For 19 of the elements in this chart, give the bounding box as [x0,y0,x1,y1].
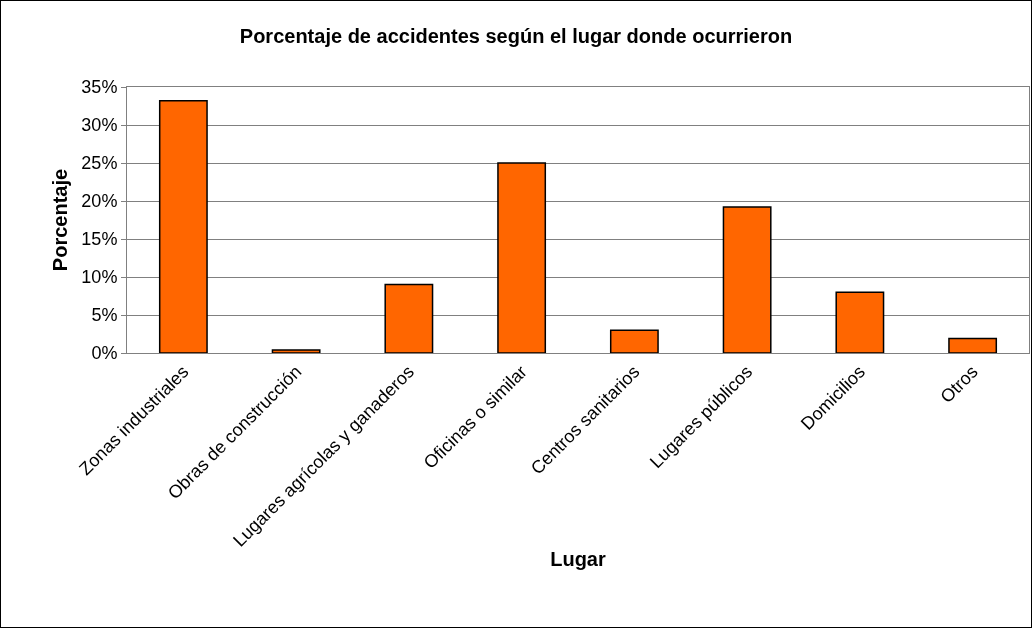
bar [609,329,659,353]
bar [271,349,321,353]
bar [158,99,208,353]
y-tick-label: 20% [81,191,118,212]
y-tick-label: 15% [81,229,118,250]
y-tick-label: 30% [81,115,118,136]
y-axis-title: Porcentaje [48,168,71,272]
y-tick-label: 0% [91,343,118,364]
y-tick-label: 5% [91,305,118,326]
y-tick-label: 25% [81,153,118,174]
chart-title: Porcentaje de accidentes según el lugar donde ocurrieron [239,25,793,48]
bar [722,206,772,353]
bar [384,283,434,353]
bar [835,291,885,353]
y-tick-label: 10% [81,267,118,288]
bar [948,337,998,353]
bar [497,162,547,353]
x-axis-title: Lugar [550,548,606,571]
y-tick-label: 35% [81,77,118,98]
